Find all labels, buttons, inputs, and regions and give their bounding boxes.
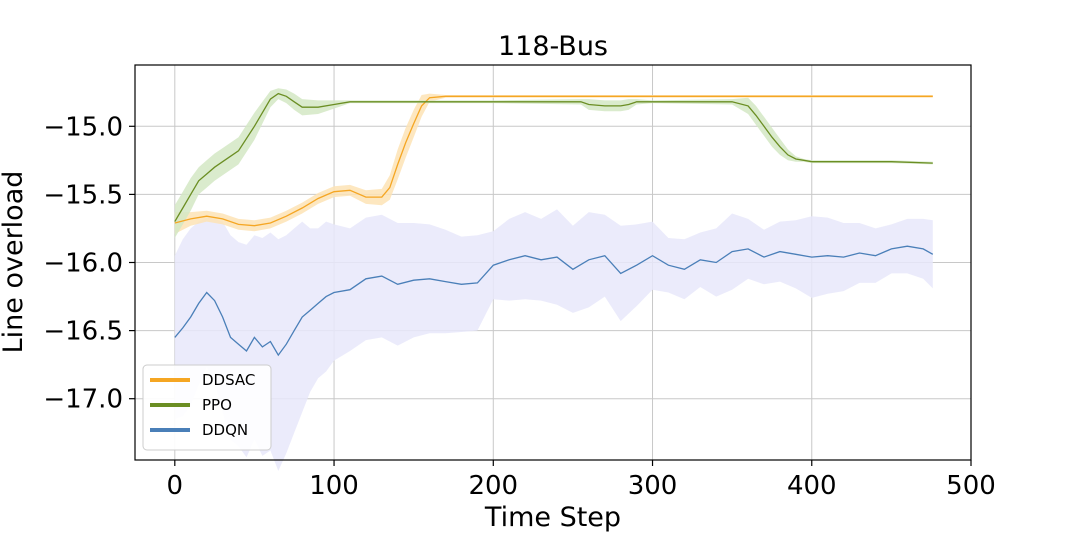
confidence-bands [174, 88, 933, 471]
band-ddqn [174, 209, 933, 471]
x-tick-label: 0 [167, 471, 184, 501]
x-tick-label: 400 [787, 471, 837, 501]
y-axis-label: Line overload [0, 171, 29, 354]
x-tick-label: 200 [468, 471, 518, 501]
y-tick-label: −16.0 [43, 249, 123, 279]
x-tick-label: 300 [628, 471, 678, 501]
x-tick-label: 500 [946, 471, 996, 501]
x-tick-label: 100 [309, 471, 359, 501]
band-ddsac [174, 93, 933, 234]
y-tick-label: −17.0 [43, 385, 123, 415]
line-ddsac [174, 95, 933, 227]
legend-label-ppo: PPO [202, 396, 232, 414]
line-ppo [174, 92, 933, 222]
x-axis-label: Time Step [484, 502, 621, 533]
y-tick-label: −16.5 [43, 317, 123, 347]
y-tick-label: −15.5 [43, 180, 123, 210]
y-axis-ticks: −15.0 −15.5 −16.0 −16.5 −17.0 [43, 112, 135, 415]
chart-title: 118-Bus [498, 31, 608, 62]
legend-label-ddsac: DDSAC [202, 371, 255, 389]
legend: DDSAC PPO DDQN [142, 364, 272, 451]
x-axis-ticks: 0 100 200 300 400 500 [167, 460, 996, 501]
y-tick-label: −15.0 [43, 112, 123, 142]
series-lines [174, 92, 934, 357]
legend-label-ddqn: DDQN [202, 421, 248, 439]
line-ddqn [174, 245, 934, 357]
